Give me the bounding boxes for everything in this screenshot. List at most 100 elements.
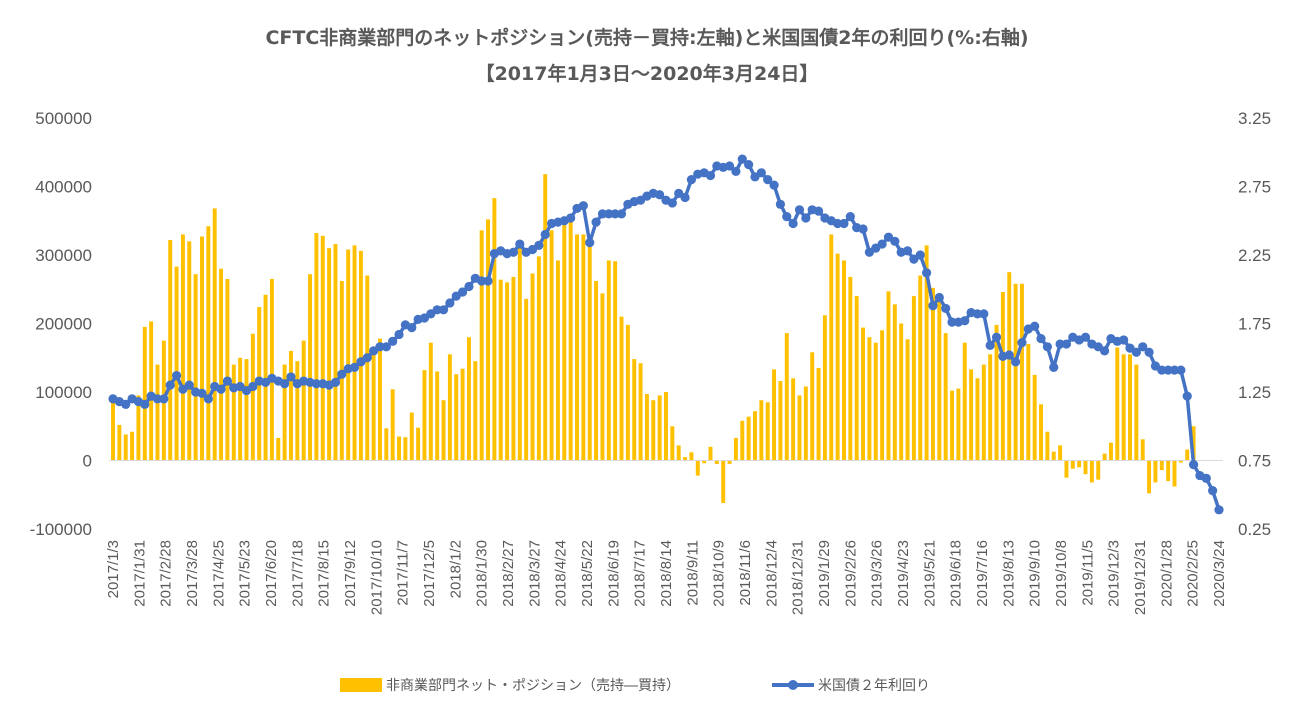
bar — [861, 327, 866, 461]
yield-point — [515, 239, 525, 249]
bar — [212, 208, 217, 461]
yield-point — [1099, 346, 1110, 356]
bar — [753, 411, 757, 461]
line-series — [108, 154, 1224, 515]
yield-point — [991, 332, 1002, 342]
legend: 非商業部門ネット・ポジション（売持―買持） 米国債２年利回り — [340, 678, 930, 694]
bar — [543, 174, 548, 461]
bar — [187, 241, 192, 461]
yield-point — [203, 394, 213, 404]
bar — [733, 437, 738, 461]
x-tick-label: 2017/4/25 — [210, 540, 227, 607]
yield-point — [591, 217, 601, 227]
bar — [479, 230, 484, 461]
bar — [403, 437, 408, 461]
bar — [352, 245, 357, 461]
bar — [117, 424, 122, 461]
bar — [409, 412, 414, 461]
bar — [1070, 460, 1075, 469]
yield-point — [985, 340, 995, 351]
bar — [600, 293, 605, 461]
y-right-tick-label: 1.75 — [1238, 315, 1271, 334]
yield-point — [597, 209, 608, 219]
yield-point — [1119, 335, 1129, 345]
yield-point — [508, 247, 519, 257]
bar — [428, 342, 433, 461]
yield-point — [540, 229, 550, 240]
bar — [486, 219, 490, 461]
bar — [962, 342, 967, 461]
y-left-tick-label: 300000 — [35, 246, 92, 265]
bar — [168, 239, 173, 461]
yield-point — [394, 329, 404, 340]
yield-point — [1055, 339, 1065, 349]
yield-point — [731, 166, 741, 177]
yield-point — [813, 206, 824, 216]
yield-point — [1061, 339, 1072, 349]
bar — [816, 368, 821, 461]
yield-point — [534, 240, 544, 251]
bar — [950, 390, 955, 461]
x-tick-label: 2019/9/10 — [1027, 540, 1044, 607]
bar — [1096, 460, 1101, 480]
bar — [657, 395, 662, 461]
y-left-tick-label: -100000 — [30, 520, 92, 539]
yield-point — [686, 175, 697, 185]
x-tick-label: 2018/12/4 — [763, 540, 780, 607]
yield-point — [140, 399, 150, 409]
bar — [466, 337, 471, 461]
yield-point — [578, 201, 588, 211]
yield-point — [763, 175, 773, 185]
bar — [994, 324, 999, 461]
yield-point — [655, 190, 665, 200]
x-tick-label: 2017/3/28 — [184, 540, 201, 607]
x-tick-label: 2018/5/22 — [579, 540, 596, 607]
bar — [250, 333, 255, 461]
bar — [702, 460, 707, 464]
yield-point — [349, 362, 360, 372]
bar — [937, 301, 942, 461]
yield-point — [464, 281, 474, 292]
bar — [377, 338, 382, 461]
bar — [435, 371, 440, 461]
bar — [632, 359, 637, 461]
bar — [854, 296, 859, 461]
yield-point — [1030, 321, 1040, 331]
bar — [1032, 374, 1037, 461]
bar — [492, 198, 497, 461]
bar — [829, 234, 834, 461]
yield-point — [616, 209, 627, 219]
bar — [670, 426, 675, 461]
x-tick-label: 2018/12/31 — [790, 540, 807, 615]
bar — [149, 321, 154, 461]
bar — [822, 315, 827, 461]
yield-point — [445, 298, 455, 308]
yield-point — [165, 380, 175, 390]
bar — [1166, 460, 1171, 482]
bar — [155, 364, 160, 461]
bar-series — [111, 174, 1196, 503]
y-right-axis-ticks: 3.25 2.75 2.25 1.75 1.25 0.75 0.25 — [1238, 109, 1271, 539]
yield-point — [184, 380, 194, 390]
x-tick-label: 2018/7/17 — [632, 540, 649, 607]
x-tick-label: 2018/6/19 — [605, 540, 622, 607]
yield-point — [922, 268, 932, 278]
bar — [447, 354, 452, 461]
bar — [1191, 426, 1196, 461]
bar — [1172, 460, 1177, 487]
bar — [1178, 460, 1183, 463]
bar — [613, 261, 618, 461]
bar — [867, 337, 872, 461]
yield-point — [680, 192, 690, 203]
x-tick-label: 2019/3/26 — [869, 540, 886, 607]
legend-bar-swatch — [340, 678, 382, 692]
bar — [320, 235, 325, 461]
y-left-tick-label: 0 — [83, 452, 92, 471]
bar — [136, 395, 141, 461]
bar — [1147, 460, 1152, 494]
bar — [142, 326, 147, 461]
bar — [1128, 354, 1132, 461]
bar — [397, 436, 402, 461]
bar — [1134, 364, 1139, 461]
